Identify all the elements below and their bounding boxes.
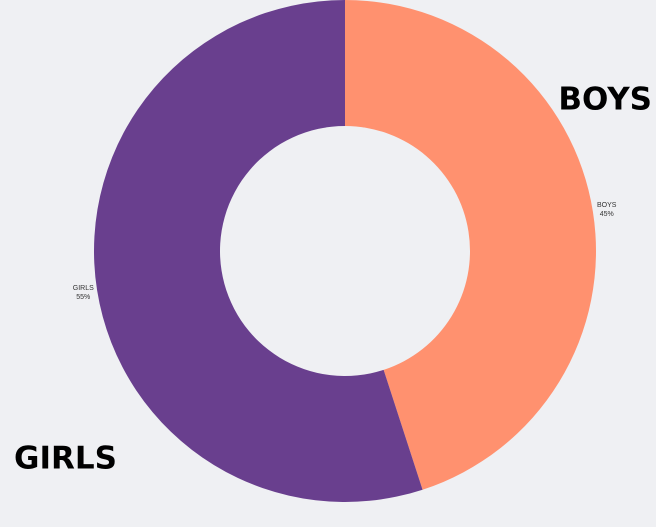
slice-value-label: 55% xyxy=(76,294,90,301)
slice-value-label: 45% xyxy=(600,211,614,218)
slice-label: BOYS xyxy=(597,202,617,209)
slice-label: GIRLS xyxy=(73,285,94,292)
donut-slice xyxy=(94,0,423,502)
annotation: GIRLS xyxy=(14,441,117,477)
donut-slice xyxy=(345,0,596,490)
annotation: BOYS xyxy=(558,82,652,118)
